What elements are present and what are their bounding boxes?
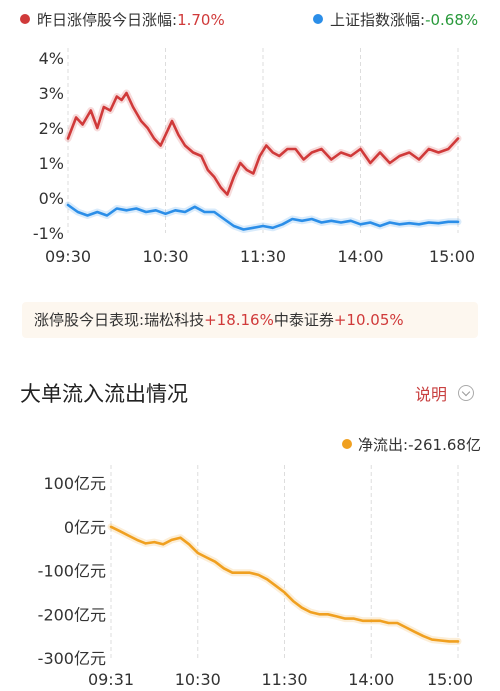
legend-sh-index: 上证指数涨幅:-0.68% [313,9,478,30]
note-stock-name: 中泰证券 [273,311,334,329]
chevron-down-icon[interactable] [458,385,474,401]
x-tick-label: 10:30 [142,247,188,266]
net-outflow-label: 净流出: [358,436,409,454]
x-tick-label: 11:30 [261,670,307,689]
series-line [109,525,460,643]
y-tick-label: -300亿元 [38,649,106,668]
legend-limit-up-value: 1.70% [177,11,225,29]
series-line [66,203,460,231]
y-tick-label: -200亿元 [38,605,106,624]
legend-sh-index-label: 上证指数涨幅: [330,11,426,29]
y-tick-label: 0亿元 [64,518,106,537]
legend-sh-index-value: -0.68% [425,11,479,29]
y-tick-label: -1% [33,224,64,243]
top-legend: 昨日涨停股今日涨幅:1.70% 上证指数涨幅:-0.68% [0,0,500,40]
red-dot-icon [20,14,30,24]
note-stock-pct: +18.16% [204,311,274,329]
explain-link[interactable]: 说明 [415,385,448,404]
x-tick-label: 15:00 [427,670,473,689]
note-prefix: 涨停股今日表现: [34,311,145,329]
capital-flow-chart: 100亿元 0亿元 -100亿元 -200亿元 -300亿元 09:31 10:30 11:3… [38,465,473,689]
limit-up-chart: 4% 3% 2% 1% 0% -1% 09:30 10:30 11:30 14:00 15:00 [33,48,475,266]
net-outflow-value: -261.68亿 [408,436,481,454]
x-tick-label: 14:00 [348,670,394,689]
y-tick-label: -100亿元 [38,562,106,581]
series-glow [64,89,462,198]
y-tick-label: 100亿元 [43,474,106,493]
orange-dot-icon [342,439,352,449]
net-outflow-legend: 净流出:-261.68亿 [342,434,481,455]
y-tick-label: 0% [39,189,64,208]
x-tick-label: 14:00 [337,247,383,266]
y-tick-label: 4% [39,49,64,68]
y-tick-label: 1% [39,154,64,173]
y-tick-label: 3% [39,84,64,103]
y-tick-label: 2% [39,119,64,138]
section-title: 大单流入流出情况 [20,382,188,406]
x-tick-label: 11:30 [240,247,286,266]
note-stock-name: 瑞松科技 [144,311,205,329]
x-tick-label: 09:31 [88,670,134,689]
legend-limit-up: 昨日涨停股今日涨幅:1.70% [20,9,225,30]
limit-up-note: 涨停股今日表现:瑞松科技+18.16%中泰证券+10.05% [22,302,478,338]
x-tick-label: 09:30 [45,247,91,266]
x-tick-label: 10:30 [175,670,221,689]
legend-limit-up-label: 昨日涨停股今日涨幅: [37,11,178,29]
note-stock-pct: +10.05% [333,311,404,329]
series-line [66,91,460,196]
x-tick-label: 15:00 [429,247,475,266]
blue-dot-icon [313,14,323,24]
